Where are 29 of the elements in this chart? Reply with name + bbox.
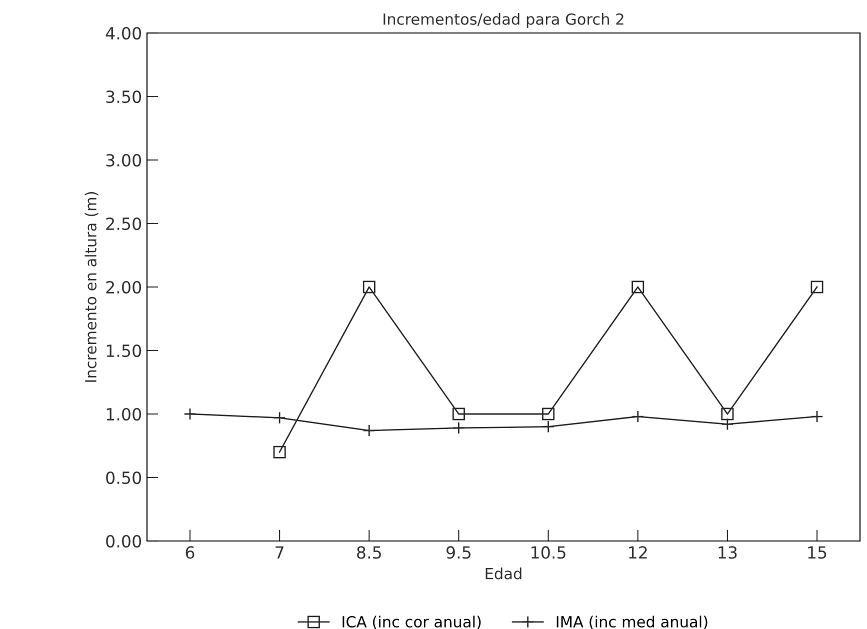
x-tick-label: 8.5 xyxy=(357,546,381,559)
x-tick-label: 9.5 xyxy=(446,546,471,559)
x-tick-label: 13 xyxy=(718,546,737,559)
x-tick-label: 12 xyxy=(629,546,647,559)
point xyxy=(632,280,644,294)
y-axis-title: Incremento en altura (m) xyxy=(84,192,98,382)
x-tick-label: 7 xyxy=(276,546,284,559)
y-tick-label: 2.00 xyxy=(106,280,142,294)
chart-title: Incrementos/edad para Gorch 2 xyxy=(384,13,624,28)
x-tick-label: 6 xyxy=(186,546,194,559)
point xyxy=(810,280,824,294)
x-axis-title: Edad xyxy=(486,568,522,580)
y-tick-label: 0.00 xyxy=(106,534,142,548)
x-tick-label: 10.5 xyxy=(532,546,566,559)
y-tick-label: 4.00 xyxy=(106,26,142,40)
y-tick-label: 0.50 xyxy=(106,471,142,484)
point xyxy=(362,280,376,294)
y-tick-label: 2.50 xyxy=(106,217,142,230)
y-tick-label: 1.00 xyxy=(106,408,142,421)
point xyxy=(273,446,286,458)
legend-label: ICA (inc cor anual) xyxy=(342,616,481,629)
point xyxy=(721,408,734,420)
y-tick-label: 3.50 xyxy=(106,90,142,104)
point xyxy=(452,408,465,420)
point xyxy=(542,408,555,420)
x-tick-label: 15 xyxy=(808,546,826,559)
y-tick-label: 1.50 xyxy=(106,344,142,358)
legend-label: IMA (inc med anual) xyxy=(556,616,708,629)
y-tick-label: 3.00 xyxy=(106,154,142,167)
